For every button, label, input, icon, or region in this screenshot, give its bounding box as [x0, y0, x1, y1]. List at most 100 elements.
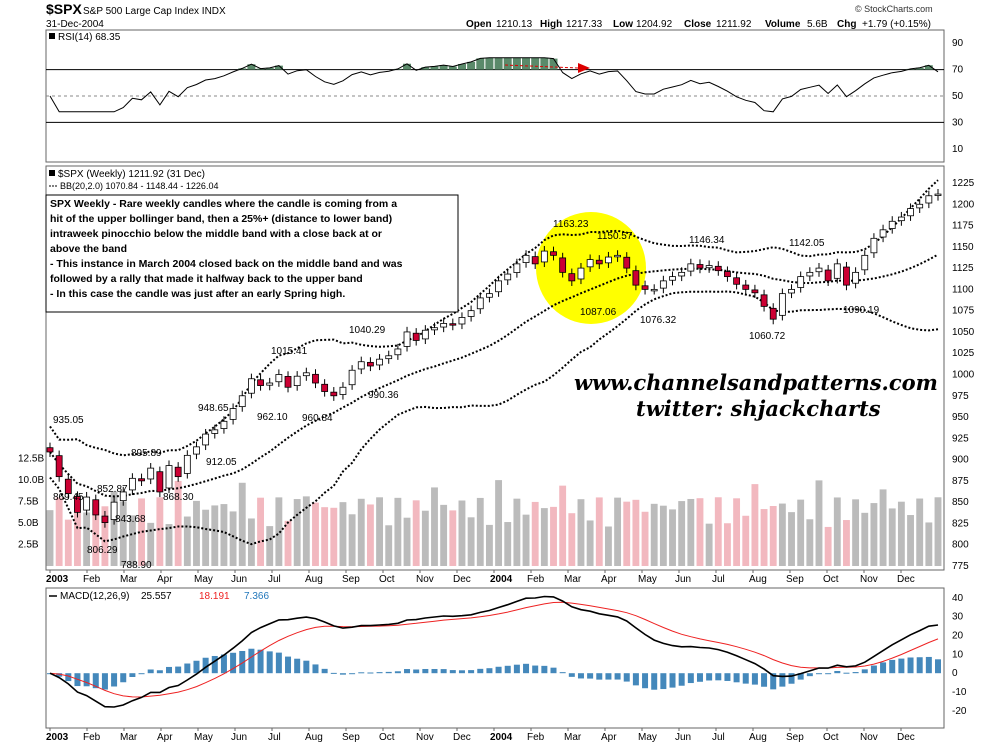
x-axis-label: Oct: [379, 574, 395, 585]
macd-histogram-bar: [321, 668, 328, 674]
macd-histogram-bar: [577, 673, 584, 679]
candle-up: [119, 491, 127, 502]
volume-bar: [412, 500, 420, 566]
x-axis-label: Mar: [564, 732, 582, 743]
volume-bar: [46, 510, 54, 566]
candle-down: [751, 289, 759, 294]
candle-up: [513, 263, 521, 273]
rsi-divergence-arrow: [504, 64, 579, 69]
price-label: 1150.57: [597, 231, 633, 242]
macd-value: 25.557: [141, 591, 172, 602]
candle-down: [641, 285, 649, 290]
symbol: $SPX: [46, 1, 82, 17]
macd-histogram-bar: [642, 673, 649, 689]
macd-histogram-bar: [486, 668, 493, 674]
price-tick: 875: [952, 476, 969, 487]
volume-bar: [870, 503, 878, 566]
x-axis-label: 2004: [490, 732, 513, 743]
candle-down: [367, 361, 374, 367]
volume-tick: 2.5B: [18, 540, 39, 551]
macd-histogram-bar: [120, 673, 127, 683]
macd-histogram-bar: [495, 666, 502, 674]
candle-down: [733, 277, 740, 285]
candle-up: [348, 369, 356, 386]
macd-histogram-bar: [358, 672, 365, 674]
macd-histogram-bar: [257, 649, 264, 674]
x-axis-label: Jul: [712, 574, 725, 585]
candle-down: [174, 466, 182, 478]
volume-bar: [907, 515, 914, 566]
svg-text:Low: Low: [613, 19, 633, 30]
rsi-arrowhead: [578, 63, 590, 73]
x-axis-label: Mar: [564, 574, 582, 585]
volume-bar: [778, 503, 786, 566]
candle-up: [870, 237, 878, 254]
volume-bar: [64, 519, 72, 566]
macd-histogram-bar: [175, 666, 182, 674]
quote-low: 1204.92: [636, 19, 673, 30]
volume-bar: [266, 526, 274, 566]
x-axis-label: May: [194, 574, 213, 585]
x-axis-label: May: [638, 732, 657, 743]
volume-bar: [458, 500, 466, 566]
macd-histogram-bar: [614, 673, 621, 680]
macd-histogram-bar: [156, 670, 163, 674]
volume-bar: [238, 482, 246, 566]
price-tick: 975: [952, 391, 969, 402]
volume-bar: [376, 497, 383, 566]
candle-up: [229, 408, 237, 420]
volume-bar: [348, 514, 356, 566]
x-axis-label: Jul: [712, 732, 725, 743]
x-axis-label: Jun: [231, 574, 247, 585]
price-tick: 1000: [952, 370, 975, 381]
macd-histogram-bar: [394, 671, 401, 674]
svg-text:Chg: Chg: [837, 19, 856, 30]
macd-histogram-bar: [861, 669, 868, 674]
price-tick: 1100: [952, 284, 974, 295]
candle-up: [586, 259, 594, 268]
macd-tick: 20: [952, 630, 964, 641]
volume-bar: [861, 512, 869, 566]
candle-down: [696, 264, 704, 269]
volume-bar: [550, 506, 557, 566]
candle-up: [467, 310, 475, 317]
volume-bar: [934, 497, 942, 566]
macd-histogram-bar: [843, 672, 850, 674]
x-axis-label: Sep: [786, 574, 804, 585]
candle-up: [852, 271, 860, 284]
price-tick: 1200: [952, 199, 975, 210]
candle-up: [833, 263, 841, 279]
bb-lower-band: [49, 290, 939, 546]
svg-text:Volume: Volume: [765, 19, 801, 30]
volume-bar: [797, 499, 805, 566]
candle-down: [568, 273, 576, 282]
price-panel-frame: [45, 165, 945, 571]
volume-bar: [440, 504, 448, 566]
volume-bar: [156, 497, 164, 566]
candle-up: [421, 329, 429, 340]
macd-histogram-bar: [669, 673, 676, 688]
volume-tick: 10.0B: [18, 475, 44, 486]
macd-histogram-bar: [925, 656, 932, 674]
macd-histogram-bar: [285, 656, 292, 674]
volume-bar: [833, 497, 841, 566]
macd-histogram-bar: [458, 670, 465, 674]
volume-bar: [595, 497, 603, 566]
x-axis-label: Mar: [120, 574, 138, 585]
price-label: 843.68: [115, 514, 146, 525]
macd-histogram-bar: [312, 664, 319, 674]
candle-up: [605, 256, 612, 264]
price-tick: 925: [952, 433, 969, 444]
volume-bar: [110, 491, 118, 566]
price-label: 1142.05: [789, 238, 825, 249]
macd-histogram-bar: [166, 666, 173, 674]
macd-histogram-bar: [56, 673, 63, 677]
volume-bar: [302, 496, 310, 566]
volume-bar: [568, 513, 576, 566]
quote-high: 1217.33: [566, 19, 603, 30]
macd-histogram-bar: [706, 673, 713, 681]
x-axis-label: Feb: [527, 732, 545, 743]
volume-bar: [504, 522, 512, 566]
annotation-line: above the band: [50, 243, 127, 255]
x-axis-label: Sep: [342, 732, 360, 743]
